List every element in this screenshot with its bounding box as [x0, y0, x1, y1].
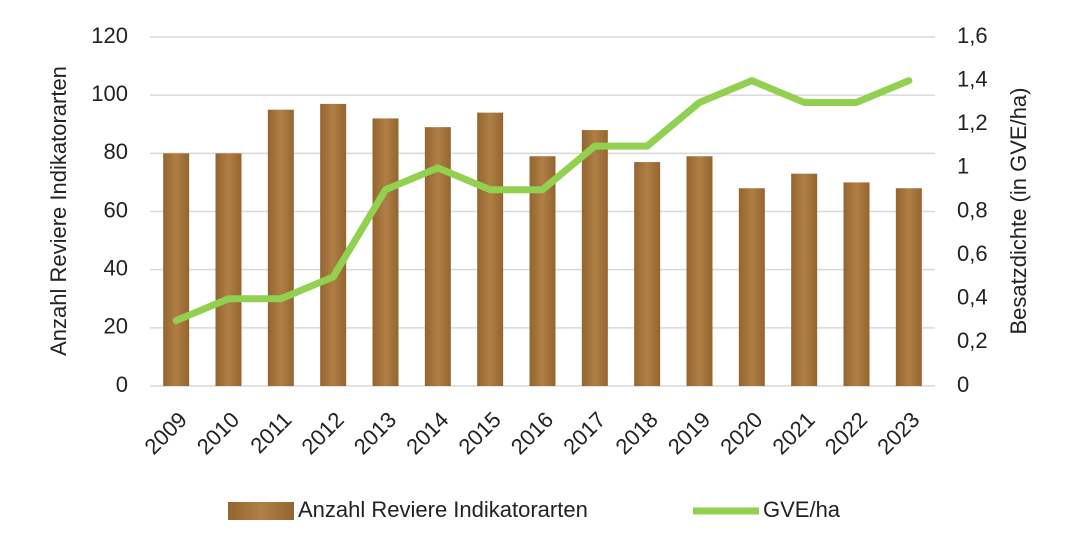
y2-tick-label: 1	[957, 154, 969, 179]
x-tick-label: 2012	[297, 407, 349, 459]
x-tick-label: 2023	[872, 407, 924, 459]
x-tick-label: 2014	[401, 407, 453, 459]
y2-tick-label: 0,2	[957, 328, 988, 353]
y2-tick-label: 0,6	[957, 241, 988, 266]
legend-swatch	[228, 502, 294, 520]
y2-axis-label: Besatzdichte (in GVE/ha)	[1006, 87, 1031, 334]
bar	[686, 156, 713, 386]
y-tick-label: 20	[104, 314, 128, 339]
y2-tick-label: 1,6	[957, 23, 988, 48]
bar	[215, 153, 242, 386]
y-tick-label: 80	[104, 139, 128, 164]
y-tick-label: 100	[91, 81, 128, 106]
bar	[843, 182, 870, 386]
y-axis-label: Anzahl Reviere Indikatorarten	[46, 66, 71, 356]
x-tick-label: 2011	[245, 407, 296, 458]
y2-tick-label: 1,2	[957, 110, 988, 135]
x-tick-label: 2010	[192, 407, 244, 459]
y-tick-label: 120	[91, 23, 128, 48]
x-tick-label: 2009	[140, 407, 192, 459]
x-tick-label: 2018	[611, 407, 663, 459]
y2-tick-label: 0,4	[957, 285, 988, 310]
x-tick-label: 2016	[506, 407, 558, 459]
bar	[477, 112, 504, 386]
y2-tick-label: 1,4	[957, 66, 988, 91]
y2-tick-label: 0	[957, 372, 969, 397]
y-tick-label: 60	[104, 197, 128, 222]
x-tick-label: 2021	[768, 407, 820, 459]
bar	[372, 118, 399, 386]
bar	[738, 188, 765, 386]
x-tick-label: 2022	[820, 407, 872, 459]
bar	[634, 162, 661, 386]
bar	[581, 130, 608, 386]
bar	[320, 103, 347, 387]
y2-tick-label: 0,8	[957, 197, 988, 222]
x-tick-label: 2013	[349, 407, 401, 459]
y-tick-label: 40	[104, 255, 128, 280]
legend-label: GVE/ha	[763, 497, 841, 522]
bar	[791, 173, 818, 386]
x-tick-label: 2017	[558, 407, 610, 459]
x-tick-label: 2020	[715, 407, 767, 459]
x-tick-label: 2019	[663, 407, 715, 459]
y-tick-label: 0	[116, 372, 128, 397]
bar	[163, 153, 190, 386]
bar	[895, 188, 922, 386]
bar	[529, 156, 556, 386]
line	[172, 77, 913, 325]
bar	[267, 109, 294, 386]
legend-label: Anzahl Reviere Indikatorarten	[298, 497, 588, 522]
x-tick-label: 2015	[454, 407, 506, 459]
